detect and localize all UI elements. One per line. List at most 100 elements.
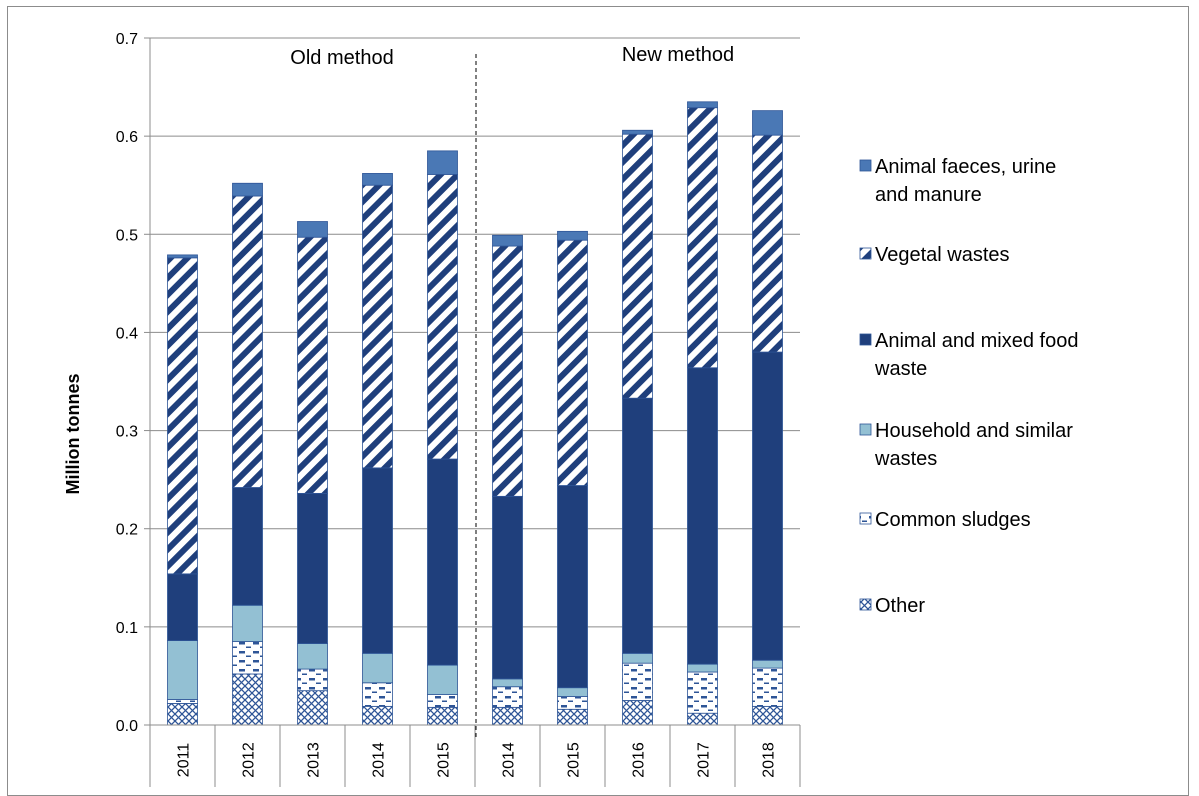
bar-segment-common-sludges: [232, 641, 263, 675]
bar-segment-animal-faeces-urine-and-manure: [167, 254, 198, 259]
bar-segment-other: [687, 712, 718, 726]
legend-label: and manure: [875, 184, 982, 206]
bar-segment-animal-faeces-urine-and-manure: [232, 182, 263, 197]
bar-segment-animal-faeces-urine-and-manure: [362, 173, 393, 186]
bar-segment-animal-and-mixed-food-waste: [167, 573, 198, 641]
bar-segment-other: [362, 705, 393, 726]
bar-segment-animal-faeces-urine-and-manure: [687, 101, 718, 109]
x-tick-label: 2014: [371, 742, 388, 778]
legend-label: waste: [874, 358, 927, 380]
bar-segment-household-and-similar-wastes: [232, 604, 263, 642]
bar-segment-animal-and-mixed-food-waste: [492, 495, 523, 680]
bar-segment-common-sludges: [492, 686, 523, 708]
bar-segment-household-and-similar-wastes: [167, 640, 198, 700]
y-tick-label: 0.7: [116, 31, 138, 48]
bar-segment-common-sludges: [557, 696, 588, 710]
bar-segment-other: [622, 700, 653, 726]
bar-segment-vegetal-wastes: [362, 184, 393, 469]
bar-segment-vegetal-wastes: [427, 174, 458, 460]
x-tick-label: 2015: [436, 742, 453, 778]
x-tick-label: 2013: [306, 742, 323, 778]
bar-segment-animal-faeces-urine-and-manure: [492, 234, 523, 247]
legend-swatch-animal-and-mixed-food-waste: [859, 333, 872, 346]
x-tick-label: 2016: [631, 742, 648, 778]
bar-segment-other: [492, 706, 523, 726]
legend-label: Household and similar: [875, 420, 1073, 442]
bar-segment-animal-and-mixed-food-waste: [427, 458, 458, 666]
legend: Animal faeces, urine and manure Vegetal wa…: [859, 156, 1078, 617]
legend-swatch-animal-faeces-urine-and-manure: [859, 159, 872, 172]
legend-label: Other: [875, 595, 925, 617]
legend-swatch-household-and-similar-wastes: [859, 423, 872, 436]
bar-segment-animal-faeces-urine-and-manure: [297, 221, 328, 238]
bar-segment-animal-and-mixed-food-waste: [752, 351, 783, 661]
bar-segment-animal-faeces-urine-and-manure: [752, 110, 783, 136]
region-label-new: New method: [622, 44, 734, 66]
y-tick-label: 0.3: [116, 424, 138, 441]
bar-segment-common-sludges: [752, 667, 783, 707]
y-tick-label: 0.1: [116, 620, 138, 637]
bars: [167, 101, 783, 726]
bar-segment-household-and-similar-wastes: [492, 678, 523, 688]
x-tick-label: 2014: [501, 742, 518, 778]
x-axis: 2011 2012 2013 2014 2015 2014 2015 2016 2017 2018: [149, 724, 801, 787]
bar-segment-common-sludges: [427, 694, 458, 708]
bar-segment-common-sludges: [687, 671, 718, 714]
bar-segment-other: [427, 706, 458, 726]
x-tick-label: 2017: [696, 742, 713, 778]
bar-segment-vegetal-wastes: [622, 133, 653, 399]
x-tick-label: 2015: [566, 742, 583, 778]
bar-segment-animal-and-mixed-food-waste: [362, 467, 393, 654]
bar-segment-vegetal-wastes: [492, 245, 523, 497]
bar-segment-household-and-similar-wastes: [362, 652, 393, 684]
bar-segment-common-sludges: [297, 668, 328, 692]
bar-segment-household-and-similar-wastes: [427, 664, 458, 695]
bar-segment-other: [297, 690, 328, 726]
legend-swatch-other: [859, 598, 872, 611]
bar-segment-animal-faeces-urine-and-manure: [427, 150, 458, 175]
bar-segment-other: [752, 705, 783, 726]
bar-segment-animal-and-mixed-food-waste: [622, 397, 653, 654]
x-tick-label: 2018: [761, 742, 778, 778]
bar-segment-animal-and-mixed-food-waste: [557, 485, 588, 689]
bar-segment-vegetal-wastes: [752, 134, 783, 353]
bar-segment-common-sludges: [167, 699, 198, 704]
x-tick-label: 2011: [176, 743, 193, 778]
y-tick-label: 0.5: [116, 227, 138, 244]
bar-segment-vegetal-wastes: [297, 236, 328, 494]
y-tick-label: 0.0: [116, 718, 138, 735]
bar-segment-animal-faeces-urine-and-manure: [557, 230, 588, 241]
bar-segment-animal-and-mixed-food-waste: [297, 492, 328, 644]
legend-swatch-vegetal-wastes: [859, 247, 872, 260]
bar-segment-vegetal-wastes: [557, 239, 588, 486]
y-tick-label: 0.6: [116, 129, 138, 146]
y-axis: 0.0 0.1 0.2 0.3 0.4 0.5 0.6 0.7: [116, 31, 151, 735]
bar-segment-common-sludges: [362, 682, 393, 707]
bar-segment-household-and-similar-wastes: [557, 687, 588, 697]
legend-label: Common sludges: [875, 509, 1031, 531]
legend-label: wastes: [874, 448, 937, 470]
bar-segment-animal-faeces-urine-and-manure: [622, 129, 653, 135]
bar-segment-other: [232, 673, 263, 726]
bar-segment-other: [557, 708, 588, 726]
x-tick-label: 2012: [241, 742, 258, 778]
bar-segment-other: [167, 703, 198, 726]
y-tick-label: 0.4: [116, 325, 138, 342]
legend-label: Vegetal wastes: [875, 244, 1010, 266]
bar-segment-household-and-similar-wastes: [622, 652, 653, 664]
region-label-old: Old method: [290, 47, 393, 69]
bar-segment-household-and-similar-wastes: [297, 643, 328, 670]
y-tick-label: 0.2: [116, 522, 138, 539]
bar-segment-common-sludges: [622, 662, 653, 701]
bar-segment-household-and-similar-wastes: [752, 659, 783, 669]
bar-segment-animal-and-mixed-food-waste: [232, 487, 263, 606]
legend-label: Animal and mixed food: [875, 330, 1078, 352]
y-axis-label: Million tonnes: [63, 374, 83, 495]
bar-segment-household-and-similar-wastes: [687, 663, 718, 673]
bar-segment-vegetal-wastes: [167, 257, 198, 575]
bar-segment-vegetal-wastes: [687, 107, 718, 369]
legend-label: Animal faeces, urine: [875, 156, 1056, 178]
bar-segment-vegetal-wastes: [232, 195, 263, 488]
bar-segment-animal-and-mixed-food-waste: [687, 367, 718, 665]
